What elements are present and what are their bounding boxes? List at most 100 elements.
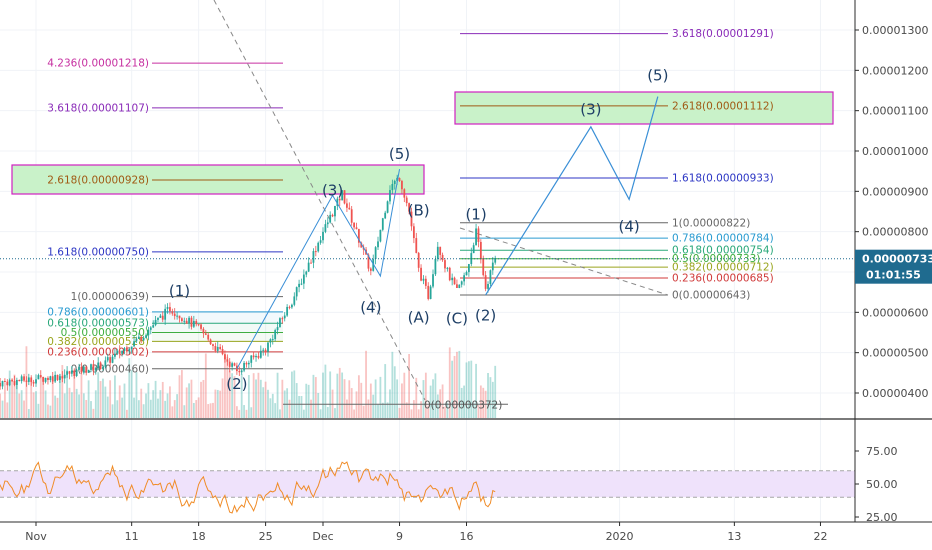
candle-body [281,318,284,320]
candle-body [226,359,229,362]
volume-bar [123,383,126,418]
volume-bar [164,400,167,418]
volume-bar [446,402,449,418]
volume-bar [66,370,68,418]
volume-bar [412,400,415,418]
volume-bar [362,405,365,418]
candle-body [408,203,410,212]
trend-lines [213,0,669,401]
candle-body [456,284,458,289]
candle-body [269,339,272,343]
candle-body [188,317,190,324]
volume-bar [257,372,260,418]
candle-body [341,190,344,201]
volume-bar [262,387,265,418]
candle-body [245,362,248,365]
volume-bar [99,381,102,418]
candle-body [458,284,461,289]
volume-bar [145,393,147,418]
volume-bar [15,383,18,418]
candle-body [429,286,432,299]
candle-body [233,363,236,366]
candle-body [348,207,351,210]
volume-bar [475,363,477,418]
candle-body [140,336,143,341]
volume-bar [125,409,128,418]
volume-bar [334,408,336,418]
candle-body [322,231,324,241]
volume-bar [44,390,47,418]
candle-body [178,315,181,319]
fib-label: 0.786(0.00000601) [47,306,149,318]
volume-bar [240,373,243,418]
volume-bar [286,388,289,418]
candle-body [121,350,123,354]
fib-label: 1(0.00000639) [71,291,149,303]
candle-body [369,268,372,271]
candle-body [109,357,112,363]
volume-bar [231,373,234,418]
volume-bar [307,384,310,418]
candle-body [39,375,42,377]
candle-body [75,369,78,377]
candle-body [293,296,296,305]
volume-bar [195,400,198,418]
candle-body [87,369,90,373]
volume-bar [434,373,437,418]
candle-body [489,270,492,284]
candle-body [403,189,406,198]
price-tick-label: 0.00001000 [862,145,928,158]
fib-label: 3.618(0.00001291) [672,28,774,40]
volume-bar [94,390,97,418]
time-tick-label: 22 [813,530,827,543]
volume-bar [137,400,140,418]
candle-body [142,337,145,341]
candle-body [386,201,389,213]
volume-bar [63,393,66,418]
candle-body [463,275,466,282]
candle-body [27,377,30,382]
candle-body [350,209,353,223]
candle-body [286,306,289,316]
candle-body [157,317,159,320]
candle-body [391,183,394,191]
volume-bar [111,404,114,418]
candle-body [104,360,107,367]
target-box-left [11,164,425,195]
candle-body [224,354,226,360]
volume-bar [472,403,475,418]
candle-body [336,198,339,206]
volume-bar [80,373,83,418]
candle-body [475,228,477,246]
candle-body [343,190,346,204]
candle-body [137,336,140,339]
candle-body [377,241,379,248]
volume-bar [73,370,76,418]
candle-body [25,380,28,382]
volume-bar [393,366,396,418]
volume-bar [18,393,21,418]
volume-bar [295,383,298,418]
candle-body [37,375,40,380]
candle-body [149,327,152,330]
candle-body [11,380,13,382]
volume-bar [243,405,245,418]
volume-bar [114,375,116,418]
candle-body [441,254,444,261]
candle-body [106,357,109,361]
volume-bar [322,372,324,418]
volume-bar [118,385,121,418]
volume-bar [130,370,133,418]
rsi-band [0,470,855,498]
candle-body [384,212,387,219]
candle-body [259,350,262,358]
volume-bar [255,379,257,418]
candle-body [195,320,198,325]
candle-body [424,278,427,286]
wave-annotations: (1) (2) (3) (4) (5) (B) (A) (C) (1) (2) (3) (4) (5) [169,66,669,393]
candle-body [145,335,147,338]
volume-bar [106,396,109,418]
candle-body [482,258,485,276]
candle-body [90,364,92,370]
